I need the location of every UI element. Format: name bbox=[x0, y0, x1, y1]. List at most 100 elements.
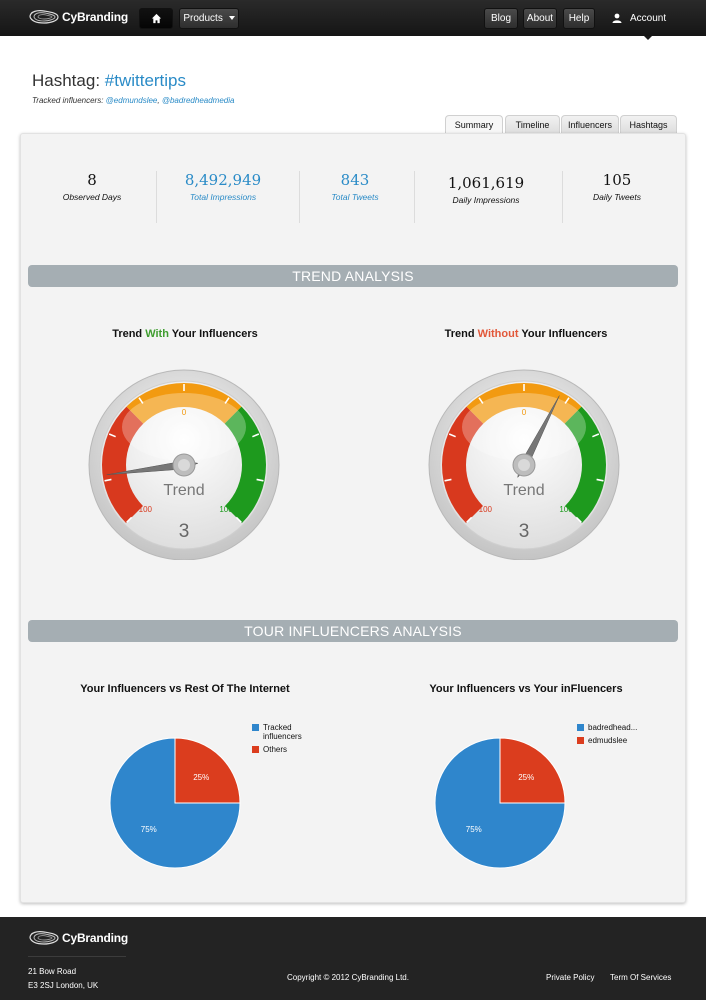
legend-label: Tracked influencers bbox=[263, 723, 302, 741]
gauge-gloss bbox=[462, 393, 586, 461]
pie-chart-vs-internet: 25% 75% bbox=[109, 737, 241, 869]
gauge-tick bbox=[126, 516, 133, 523]
stat-label: Observed Days bbox=[62, 192, 122, 202]
help-button[interactable]: Help bbox=[563, 8, 595, 29]
legend-item[interactable]: Tracked influencers bbox=[252, 723, 317, 741]
tracked-label: Tracked influencers: bbox=[32, 96, 106, 105]
gauge-band-orange bbox=[126, 383, 242, 424]
legend-swatch-blue bbox=[577, 724, 584, 731]
pie-slice bbox=[499, 737, 566, 804]
hashtag: #twittertips bbox=[104, 71, 187, 90]
stat-divider bbox=[414, 171, 415, 223]
title-part: Your Influencers bbox=[168, 328, 258, 340]
tab-hashtags[interactable]: Hashtags bbox=[620, 115, 677, 134]
legend-item[interactable]: Others bbox=[252, 745, 317, 754]
stat-value: 105 bbox=[602, 171, 632, 189]
title-highlight: Without bbox=[477, 328, 519, 340]
logo-swirl-icon bbox=[29, 10, 59, 24]
footer-divider bbox=[28, 956, 126, 957]
logo-swirl-icon bbox=[29, 931, 59, 945]
stat-label: Daily Impressions bbox=[452, 195, 520, 205]
influencers-analysis-header: TOUR INFLUENCERS ANALYSIS bbox=[28, 620, 678, 642]
pie-title-vs-internet: Your Influencers vs Rest Of The Internet bbox=[80, 683, 290, 695]
about-button[interactable]: About bbox=[523, 8, 557, 29]
stat-total-tweets[interactable]: 843 Total Tweets bbox=[310, 171, 400, 221]
gauge-tick bbox=[592, 433, 600, 438]
title-part: Trend bbox=[112, 328, 146, 340]
gauge-tick bbox=[104, 478, 112, 482]
home-button[interactable] bbox=[139, 8, 173, 29]
gauge-tick bbox=[108, 433, 116, 438]
footer-logo[interactable]: CyBranding bbox=[28, 929, 128, 947]
gauge-max-label: 100 bbox=[559, 505, 573, 514]
title-part: Trend bbox=[444, 328, 478, 340]
gauge-center-label: Trend bbox=[503, 482, 544, 499]
account-menu[interactable]: Account bbox=[612, 8, 666, 29]
gauge-tick bbox=[252, 433, 260, 438]
account-pointer bbox=[644, 36, 652, 40]
tab-influencers[interactable]: Influencers bbox=[561, 115, 619, 134]
account-label: Account bbox=[630, 13, 667, 24]
pie-slice-label: 25% bbox=[518, 773, 534, 782]
gauge-max-label: 100 bbox=[219, 505, 233, 514]
legend-label: Others bbox=[263, 745, 288, 754]
influencer-link-badredheadmedia[interactable]: @badredheadmedia bbox=[161, 96, 235, 105]
pie-slice bbox=[109, 737, 241, 869]
pie-legend-vs-internet: Tracked influencers Others bbox=[252, 723, 317, 758]
footer-copyright: Copyright © 2012 CyBranding Ltd. bbox=[287, 973, 409, 982]
legend-item[interactable]: badredhead... bbox=[577, 723, 658, 732]
stat-daily-tweets: 105 Daily Tweets bbox=[572, 171, 662, 221]
address-line-2: E3 2SJ London, UK bbox=[28, 981, 99, 990]
pie-slice-label: 75% bbox=[141, 825, 157, 834]
gauge-tick bbox=[575, 516, 582, 523]
brand-name: CyBranding bbox=[62, 10, 129, 24]
gauge-trend-with: 0 -100 100 Trend 3 bbox=[88, 369, 280, 560]
blog-button[interactable]: Blog bbox=[484, 8, 518, 29]
stat-label: Daily Tweets bbox=[592, 192, 642, 202]
stat-value: 1,061,619 bbox=[447, 174, 525, 192]
stat-label: Total Tweets bbox=[331, 192, 379, 202]
gauge-gloss bbox=[122, 393, 246, 461]
gauge-tick bbox=[256, 478, 264, 482]
pie-chart-vs-influencers: 25% 75% bbox=[434, 737, 566, 869]
title-highlight: With bbox=[145, 328, 169, 340]
gauge-min-label: -100 bbox=[476, 505, 493, 514]
legend-swatch-blue bbox=[252, 724, 259, 731]
stat-total-impressions[interactable]: 8,492,949 Total Impressions bbox=[163, 171, 283, 221]
stat-value: 8,492,949 bbox=[184, 171, 262, 189]
stat-divider bbox=[156, 171, 157, 223]
address-line-1: 21 Bow Road bbox=[28, 967, 77, 976]
gauge-mid-label: 0 bbox=[522, 408, 527, 417]
tab-summary[interactable]: Summary bbox=[445, 115, 503, 135]
gauge-tick bbox=[478, 397, 484, 404]
terms-of-service-link[interactable]: Term Of Services bbox=[610, 973, 672, 982]
gauge-tick bbox=[448, 433, 456, 438]
gauge-hub-cap bbox=[178, 459, 190, 471]
gauge-trend-without: 0 -100 100 Trend 3 bbox=[428, 369, 620, 560]
pie-slice bbox=[434, 737, 566, 869]
gauge-tick bbox=[596, 478, 604, 482]
legend-label: edmudslee bbox=[588, 736, 628, 745]
influencer-separator: , bbox=[157, 96, 162, 105]
brand-logo[interactable]: CyBranding bbox=[28, 8, 128, 26]
privacy-policy-link[interactable]: Private Policy bbox=[546, 973, 595, 982]
user-icon bbox=[612, 13, 622, 24]
products-dropdown[interactable]: Products bbox=[179, 8, 239, 29]
legend-item[interactable]: edmudslee bbox=[577, 736, 658, 745]
gauge-title-without: Trend Without Your Influencers bbox=[400, 328, 652, 340]
pie-slice-label: 25% bbox=[193, 773, 209, 782]
title-part: Your Influencers bbox=[518, 328, 608, 340]
gauge-title-with: Trend With Your Influencers bbox=[60, 328, 310, 340]
stat-divider bbox=[562, 171, 563, 223]
caret-down-icon bbox=[228, 16, 235, 21]
gauge-center-label: Trend bbox=[163, 482, 204, 499]
influencer-link-edmundslee[interactable]: @edmundslee bbox=[105, 96, 158, 105]
home-icon bbox=[151, 13, 161, 24]
gauge-value: 3 bbox=[179, 521, 190, 542]
page-title: Hashtag: #twittertips bbox=[32, 71, 186, 91]
legend-label: badredhead... bbox=[588, 723, 638, 732]
gauge-tick bbox=[466, 516, 473, 523]
pie-slice bbox=[174, 737, 241, 804]
products-label: Products bbox=[183, 13, 223, 24]
tab-timeline[interactable]: Timeline bbox=[505, 115, 560, 134]
